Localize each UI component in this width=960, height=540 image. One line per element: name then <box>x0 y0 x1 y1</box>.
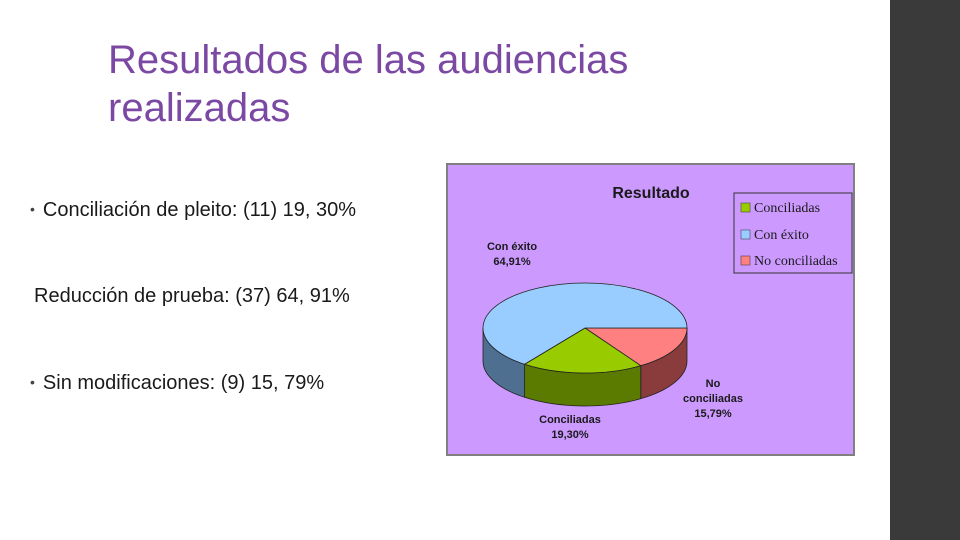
bullet-text: Reducción de prueba: (37) 64, 91% <box>34 285 350 307</box>
right-decorative-bar <box>890 0 960 540</box>
pie-slice-conciliadas <box>523 327 642 374</box>
data-labels: Con éxito 64,91% No conciliadas 15,79% C… <box>487 241 743 441</box>
pie-slices <box>482 282 688 407</box>
legend-label-no-conciliadas: No conciliadas <box>754 254 838 269</box>
legend-label-con-exito: Con éxito <box>754 228 809 243</box>
slide-title-line1: Resultados de las audiencias <box>108 38 629 82</box>
bullet-dot: • <box>30 374 35 390</box>
pie-slice-no-conciliadas <box>583 327 688 367</box>
bullet-item: Reducción de prueba: (37) 64, 91% <box>34 285 350 308</box>
pie-chart-svg: Resultado Conciliadas Con éxito No conci… <box>446 163 855 456</box>
data-label-conciliadas-value: 19,30% <box>551 429 589 441</box>
bullet-text: Sin modificaciones: (9) 15, 79% <box>42 372 325 394</box>
data-label-con-exito-name: Con éxito <box>487 241 537 253</box>
bullet-text: Conciliación de pleito: (11) 19, 30% <box>42 199 357 221</box>
slide-title-line2: realizadas <box>108 86 291 130</box>
data-label-con-exito-value: 64,91% <box>493 256 531 268</box>
legend-swatch-conciliadas <box>740 202 751 213</box>
pie-slice-con-exito <box>482 282 688 365</box>
data-label-no-conciliadas-line1: No <box>706 378 721 390</box>
bullet-item: • Conciliación de pleito: (11) 19, 30% <box>30 199 356 222</box>
chart-legend: Conciliadas Con éxito No conciliadas <box>733 192 853 274</box>
pie-chart: Resultado Conciliadas Con éxito No conci… <box>446 163 856 456</box>
data-label-no-conciliadas-value: 15,79% <box>694 408 732 420</box>
bullet-dot: • <box>30 201 35 217</box>
data-label-conciliadas-name: Conciliadas <box>539 414 601 426</box>
data-label-no-conciliadas-line2: conciliadas <box>683 393 743 405</box>
legend-swatch-con-exito <box>740 229 751 240</box>
legend-label-conciliadas: Conciliadas <box>754 201 820 216</box>
legend-box <box>733 192 853 274</box>
slide-title: Resultados de las audiencias realizadas <box>108 36 828 132</box>
bullet-item: • Sin modificaciones: (9) 15, 79% <box>30 372 324 395</box>
legend-swatch-no-conciliadas <box>740 255 751 266</box>
chart-title: Resultado <box>612 185 690 202</box>
